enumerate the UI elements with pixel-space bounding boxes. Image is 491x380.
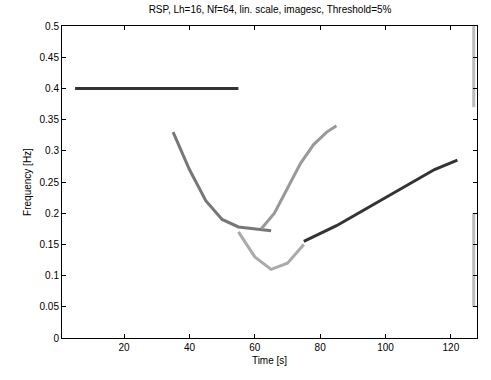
svg-text:20: 20 [119,342,131,353]
svg-text:0.4: 0.4 [45,83,59,94]
svg-text:0.45: 0.45 [40,52,60,63]
svg-text:120: 120 [443,342,460,353]
svg-text:0.5: 0.5 [45,21,59,32]
svg-text:0.1: 0.1 [45,270,59,281]
svg-text:0.15: 0.15 [40,239,60,250]
svg-text:0.2: 0.2 [45,208,59,219]
svg-text:0: 0 [53,333,59,344]
svg-text:Time [s]: Time [s] [252,355,287,366]
svg-text:0.25: 0.25 [40,177,60,188]
svg-text:40: 40 [184,342,196,353]
svg-text:0.3: 0.3 [45,145,59,156]
svg-text:Frequency [Hz]: Frequency [Hz] [22,148,33,216]
svg-text:100: 100 [377,342,394,353]
svg-text:0.05: 0.05 [40,301,60,312]
svg-text:80: 80 [315,342,327,353]
svg-text:60: 60 [249,342,261,353]
svg-text:RSP, Lh=16, Nf=64, lin. scale,: RSP, Lh=16, Nf=64, lin. scale, imagesc, … [149,4,392,15]
svg-text:0.35: 0.35 [40,114,60,125]
